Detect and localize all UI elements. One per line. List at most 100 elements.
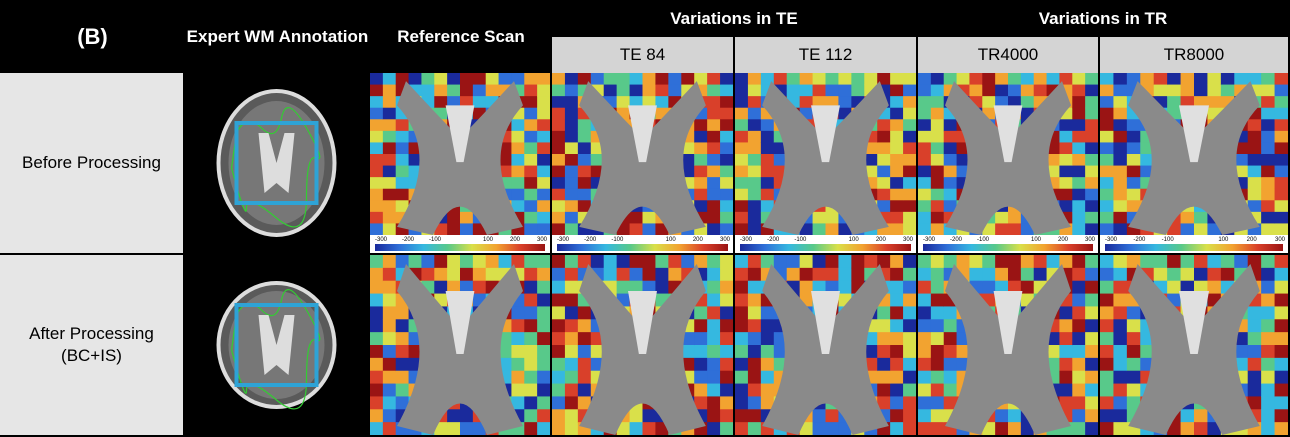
map-patch	[787, 73, 800, 85]
map-patch	[944, 306, 957, 319]
map-patch	[1261, 119, 1275, 131]
map-patch	[918, 73, 931, 85]
map-patch	[1085, 409, 1098, 422]
map-patch	[720, 358, 733, 371]
map-patch	[421, 85, 434, 97]
map-patch	[1181, 409, 1195, 422]
map-patch	[1113, 119, 1127, 131]
map-patch	[511, 345, 524, 358]
map-patch	[511, 371, 524, 384]
map-patch	[1261, 332, 1275, 345]
map-patch	[1248, 154, 1262, 166]
map-patch	[707, 177, 720, 189]
map-patch	[511, 189, 524, 201]
map-patch	[524, 96, 537, 108]
map-patch	[694, 345, 707, 358]
map-patch	[877, 154, 890, 166]
map-patch	[787, 255, 800, 268]
map-patch	[655, 85, 668, 97]
map-patch	[643, 85, 656, 97]
map-patch	[1113, 166, 1127, 178]
map-patch	[890, 384, 903, 397]
map-patch	[565, 319, 578, 332]
map-patch	[890, 166, 903, 178]
map-patch	[931, 319, 944, 332]
map-patch	[552, 177, 565, 189]
image-cell	[552, 255, 733, 435]
map-patch	[537, 384, 550, 397]
map-patch	[447, 422, 460, 435]
map-patch	[720, 281, 733, 294]
map-patch	[1100, 177, 1114, 189]
map-patch	[864, 73, 877, 85]
map-patch	[918, 96, 931, 108]
map-patch	[1100, 142, 1114, 154]
map-patch	[1072, 154, 1085, 166]
map-patch	[1113, 212, 1127, 224]
map-patch	[578, 189, 591, 201]
map-patch	[370, 154, 383, 166]
map-patch	[720, 85, 733, 97]
map-patch	[720, 189, 733, 201]
map-patch	[1085, 200, 1098, 212]
map-patch	[1275, 142, 1288, 154]
map-patch	[890, 294, 903, 307]
map-patch	[643, 422, 656, 435]
map-patch	[552, 371, 565, 384]
map-patch	[370, 319, 383, 332]
map-patch	[552, 154, 565, 166]
map-patch	[537, 345, 550, 358]
map-patch	[720, 142, 733, 154]
image-cell: -300-200-100100200300	[735, 73, 916, 253]
map-patch	[1113, 177, 1127, 189]
map-patch	[643, 223, 656, 235]
image	[185, 73, 368, 253]
map-patch	[668, 255, 681, 268]
map-patch	[396, 306, 409, 319]
map-patch	[903, 177, 916, 189]
map-patch	[383, 345, 396, 358]
map-patch	[748, 255, 761, 268]
map-patch	[1100, 166, 1114, 178]
map-patch	[735, 73, 748, 85]
map-patch	[370, 177, 383, 189]
map-patch	[1072, 223, 1085, 235]
map-patch	[903, 85, 916, 97]
map-patch	[524, 384, 537, 397]
colorbar-tick-label: 300	[903, 237, 914, 243]
map-patch	[707, 358, 720, 371]
map-patch	[761, 345, 774, 358]
map-patch	[748, 189, 761, 201]
map-patch	[1275, 396, 1288, 409]
map-patch	[903, 422, 916, 435]
map-patch	[370, 345, 383, 358]
map-patch	[537, 200, 550, 212]
map-patch	[460, 422, 473, 435]
map-patch	[1194, 212, 1208, 224]
map-patch	[1275, 345, 1288, 358]
map-patch	[370, 119, 383, 131]
map-patch	[1248, 189, 1262, 201]
map-patch	[903, 281, 916, 294]
map-patch	[1261, 306, 1275, 319]
map-patch	[1100, 212, 1114, 224]
row-label-line: After Processing	[29, 323, 154, 345]
map-patch	[1275, 108, 1288, 120]
map-patch	[735, 119, 748, 131]
map-patch	[995, 409, 1008, 422]
map-patch	[1113, 131, 1127, 143]
map-patch	[707, 409, 720, 422]
map-patch	[1100, 85, 1114, 97]
map-patch	[931, 177, 944, 189]
map-patch	[383, 358, 396, 371]
map-patch	[1085, 85, 1098, 97]
map-patch	[1100, 345, 1114, 358]
map-patch	[1181, 223, 1195, 235]
map-patch	[995, 73, 1008, 85]
map-patch	[1113, 108, 1127, 120]
image	[370, 255, 550, 435]
map-patch	[1072, 358, 1085, 371]
colorbar-tick-label: -200	[584, 237, 597, 243]
map-patch	[1059, 189, 1072, 201]
map-patch	[735, 142, 748, 154]
